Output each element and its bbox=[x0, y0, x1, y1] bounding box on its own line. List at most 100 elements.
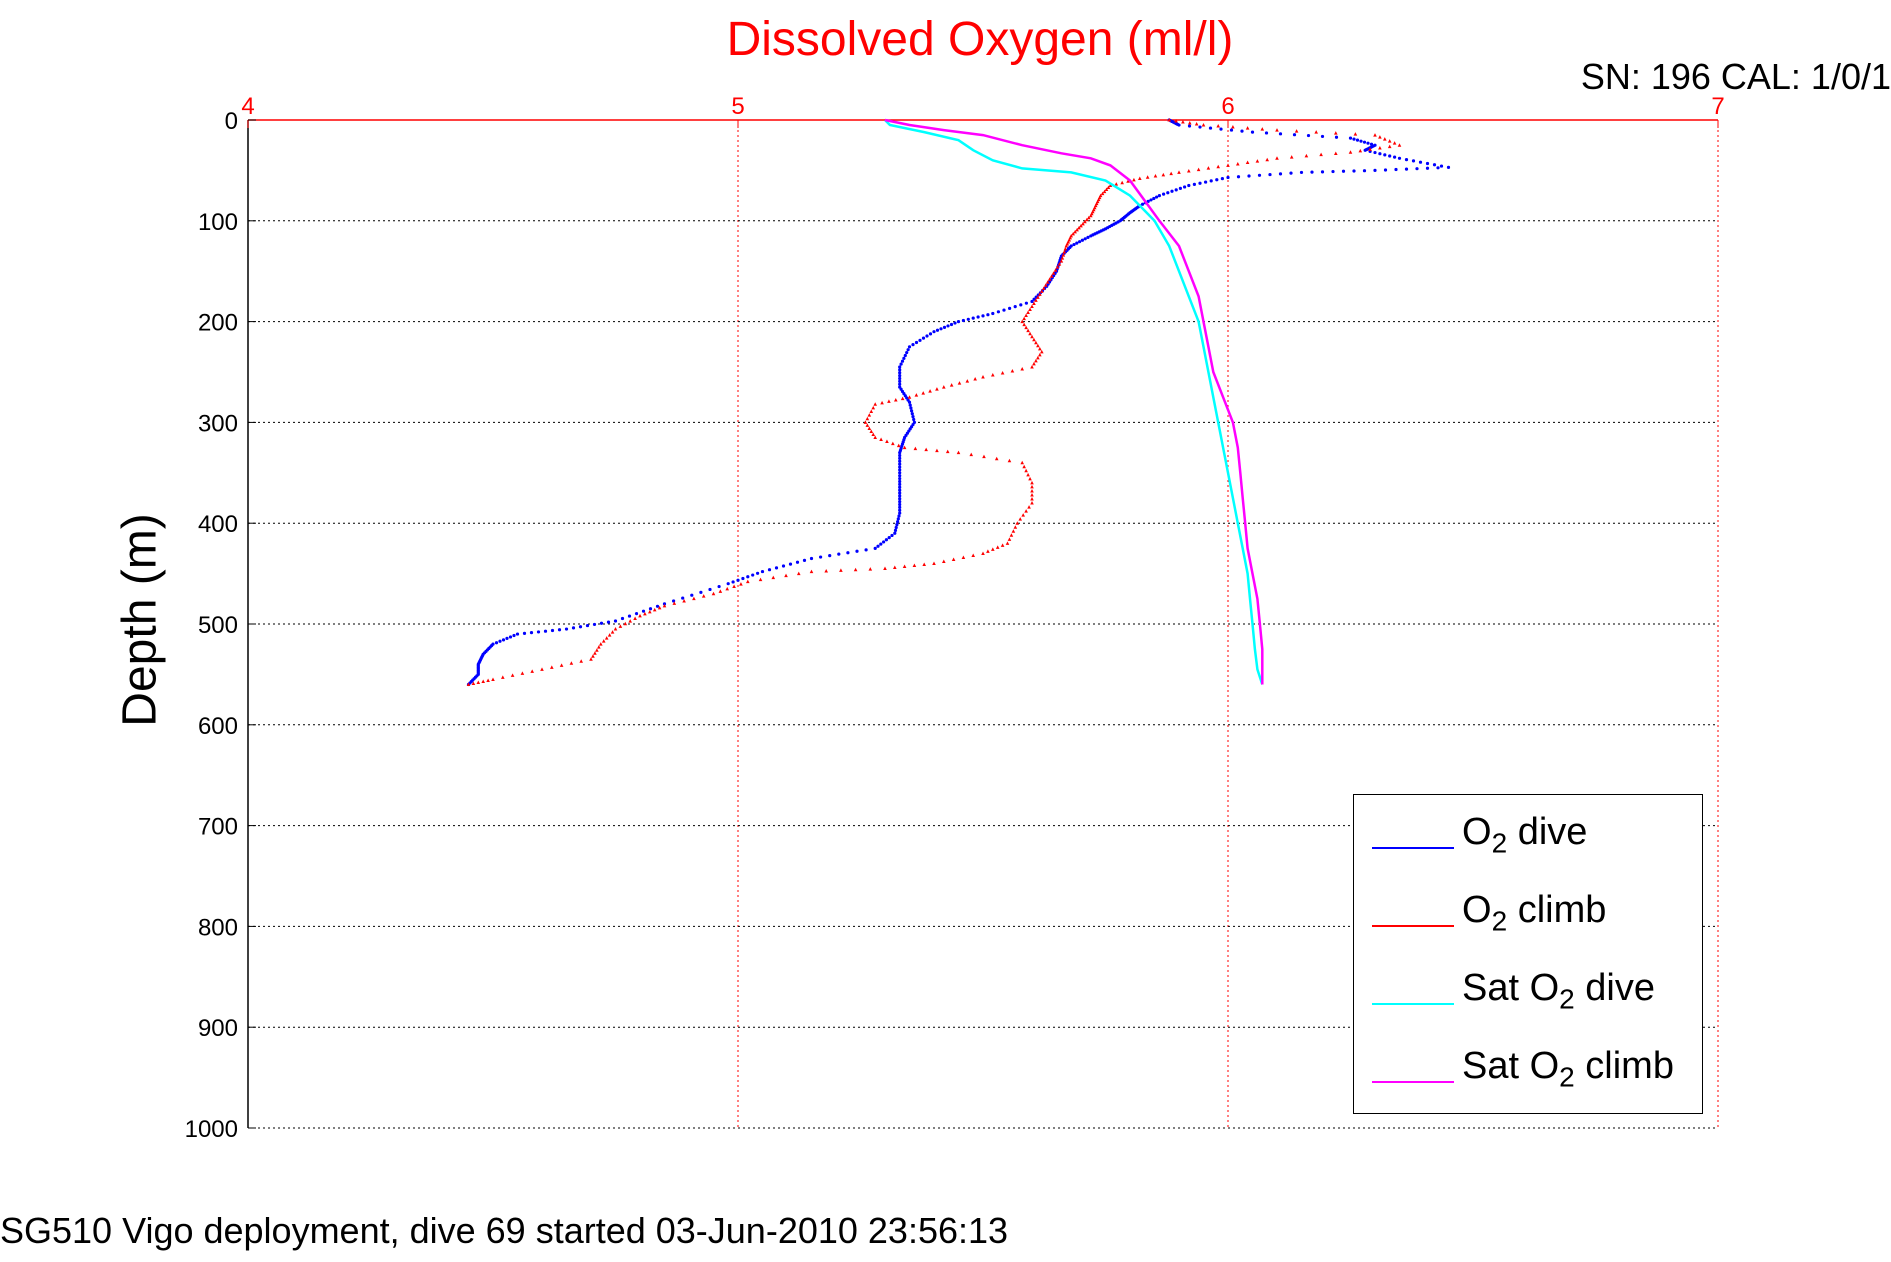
data-point bbox=[741, 576, 745, 581]
data-point bbox=[1104, 187, 1109, 192]
data-point bbox=[1072, 242, 1076, 247]
data-point bbox=[1353, 132, 1358, 136]
data-point bbox=[935, 387, 939, 391]
data-point bbox=[1005, 541, 1010, 545]
data-point bbox=[1306, 133, 1311, 138]
data-point bbox=[809, 569, 814, 574]
data-point bbox=[868, 567, 873, 571]
data-point bbox=[982, 454, 986, 459]
data-point bbox=[910, 409, 914, 413]
data-point bbox=[895, 523, 899, 527]
data-point bbox=[898, 379, 902, 383]
data-point bbox=[1397, 143, 1402, 147]
data-point bbox=[1264, 131, 1269, 135]
data-point bbox=[882, 540, 886, 544]
data-point bbox=[571, 626, 576, 630]
data-point bbox=[1030, 497, 1034, 501]
data-point bbox=[796, 571, 801, 576]
data-point bbox=[1087, 215, 1091, 220]
data-point bbox=[898, 508, 902, 512]
data-point bbox=[1393, 155, 1397, 159]
data-point bbox=[1022, 464, 1026, 469]
data-point bbox=[1002, 308, 1006, 312]
data-point bbox=[893, 398, 898, 402]
data-point bbox=[942, 559, 946, 564]
data-point bbox=[1024, 313, 1028, 318]
data-point bbox=[1036, 343, 1040, 348]
data-point bbox=[907, 345, 912, 349]
data-point bbox=[1331, 169, 1335, 174]
data-point bbox=[898, 505, 902, 509]
data-point bbox=[1209, 179, 1213, 183]
data-point bbox=[498, 639, 502, 643]
data-point bbox=[1310, 170, 1314, 174]
data-point bbox=[774, 566, 779, 570]
data-point bbox=[879, 542, 883, 546]
data-point bbox=[1138, 176, 1142, 180]
legend: O2 dive O2 climb Sat O2 dive Sat O2 climb bbox=[1353, 794, 1703, 1114]
data-point bbox=[1411, 159, 1416, 163]
y-tick-label: 100 bbox=[198, 209, 238, 236]
data-point bbox=[1108, 183, 1113, 188]
data-point bbox=[501, 675, 505, 679]
data-point bbox=[1348, 150, 1353, 154]
data-point bbox=[1304, 153, 1309, 158]
data-point bbox=[1169, 171, 1173, 176]
data-point bbox=[956, 450, 961, 455]
data-point bbox=[1373, 168, 1377, 172]
data-point bbox=[1425, 166, 1430, 170]
data-point bbox=[898, 511, 902, 515]
x-tick-label: 5 bbox=[731, 93, 744, 120]
data-point bbox=[925, 334, 929, 338]
data-point bbox=[853, 567, 858, 572]
data-point bbox=[1240, 129, 1244, 133]
data-point bbox=[466, 682, 471, 686]
data-point bbox=[896, 517, 900, 521]
data-point bbox=[699, 590, 703, 594]
data-point bbox=[1320, 134, 1325, 139]
data-point bbox=[981, 375, 985, 379]
data-point bbox=[1289, 155, 1294, 159]
data-point bbox=[981, 314, 985, 318]
data-point bbox=[726, 582, 730, 586]
data-point bbox=[767, 568, 772, 572]
data-point bbox=[1028, 476, 1032, 481]
data-point bbox=[732, 584, 736, 589]
data-point bbox=[1013, 305, 1017, 309]
data-point bbox=[891, 441, 895, 446]
data-point bbox=[945, 449, 950, 454]
data-point bbox=[739, 582, 743, 586]
data-point bbox=[902, 564, 907, 569]
data-point bbox=[623, 621, 628, 626]
data-point bbox=[991, 373, 995, 377]
data-point bbox=[1020, 460, 1024, 465]
data-point bbox=[961, 318, 966, 323]
data-point bbox=[911, 415, 915, 419]
data-point bbox=[1026, 472, 1030, 477]
data-point bbox=[1292, 133, 1297, 137]
data-point bbox=[1000, 371, 1005, 375]
data-point bbox=[634, 612, 639, 616]
data-point bbox=[991, 547, 995, 551]
data-point bbox=[1397, 156, 1402, 160]
data-point bbox=[1320, 170, 1325, 174]
data-point bbox=[893, 528, 898, 533]
legend-label: Sat O2 dive bbox=[1462, 967, 1656, 1015]
y-tick-label: 900 bbox=[198, 1015, 238, 1042]
data-point bbox=[1358, 148, 1363, 153]
data-point bbox=[758, 577, 763, 582]
data-point bbox=[1231, 125, 1235, 129]
data-point bbox=[1079, 223, 1083, 228]
data-point bbox=[893, 565, 897, 570]
data-point bbox=[1041, 286, 1046, 290]
series-line bbox=[884, 118, 1264, 685]
data-point bbox=[1089, 234, 1093, 238]
data-point bbox=[1352, 137, 1356, 141]
data-point bbox=[1162, 192, 1166, 196]
data-point bbox=[1446, 165, 1451, 169]
data-point bbox=[692, 596, 696, 601]
data-point bbox=[1245, 126, 1250, 130]
y-tick-label: 200 bbox=[198, 310, 238, 337]
legend-swatch bbox=[1372, 1003, 1454, 1005]
data-point bbox=[522, 631, 527, 635]
